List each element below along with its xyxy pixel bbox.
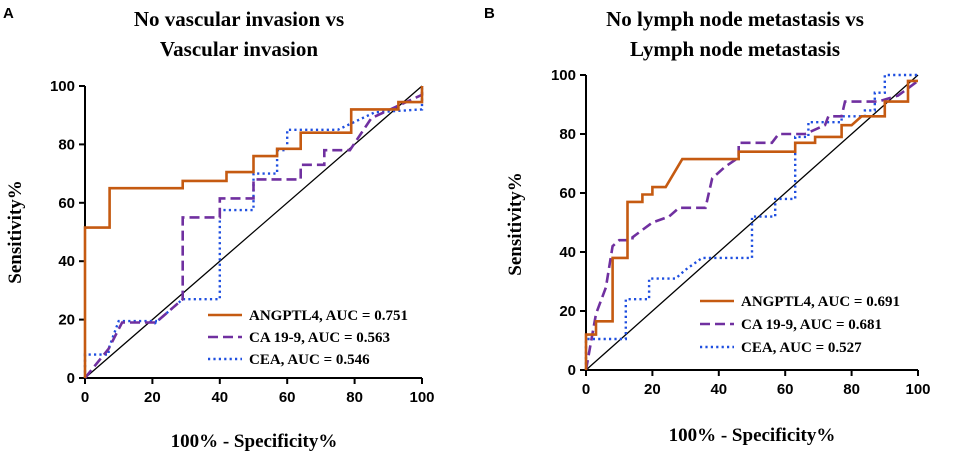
x-axis-label: 100% - Specificity% [669,425,836,446]
panel-letter-b: B [484,5,495,22]
legend-label-angptl4: ANGPTL4, AUC = 0.691 [741,294,900,310]
series-line-ca199 [83,86,424,379]
legend: ANGPTL4, AUC = 0.691 CA 19-9, AUC = 0.681… [700,294,900,356]
x-tick-label: 40 [211,389,228,406]
y-tick-label: 80 [58,136,75,153]
series-line-ca199 [584,79,919,371]
chart-title-line-2: Lymph node metastasis [630,37,840,61]
series-line-angptl4 [83,86,424,378]
x-tick-label: 40 [710,381,727,398]
y-tick-label: 0 [568,362,576,379]
panel-a: A No vascular invasion vs Vascular invas… [3,5,435,452]
chart-title-line-1: No lymph node metastasis vs [606,7,864,31]
legend-label-ca199: CA 19-9, AUC = 0.681 [741,317,882,333]
y-tick-label: 80 [559,126,576,143]
y-tick-label: 40 [58,253,75,270]
x-tick-label: 0 [582,381,590,398]
legend-label-cea: CEA, AUC = 0.527 [741,340,862,356]
y-tick-label: 60 [559,185,576,202]
x-tick-label: 0 [81,389,89,406]
reference-diagonal [585,74,919,371]
y-axis-label: Sensitivity% [505,172,526,275]
y-tick-label: 0 [67,370,75,387]
y-tick-label: 20 [58,312,75,329]
panel-b: B No lymph node metastasis vs Lymph node… [484,5,931,446]
chart-title-line-1: No vascular invasion vs [134,7,344,31]
x-tick-label: 20 [144,389,161,406]
legend-label-angptl4: ANGPTL4, AUC = 0.751 [249,308,408,324]
series-line-cea [584,73,918,370]
panel-letter-a: A [3,5,14,22]
legend-label-cea: CEA, AUC = 0.546 [249,352,370,368]
y-tick-label: 100 [50,78,75,95]
x-tick-label: 60 [777,381,794,398]
legend: ANGPTL4, AUC = 0.751 CA 19-9, AUC = 0.563… [208,308,408,368]
x-axis-label: 100% - Specificity% [171,431,338,452]
x-tick-label: 80 [843,381,860,398]
y-tick-label: 20 [559,303,576,320]
x-tick-label: 100 [409,389,434,406]
x-tick-label: 80 [346,389,363,406]
x-tick-label: 60 [279,389,296,406]
x-tick-label: 100 [905,381,930,398]
y-axis-label: Sensitivity% [5,180,26,283]
legend-label-ca199: CA 19-9, AUC = 0.563 [249,330,390,346]
y-tick-label: 60 [58,195,75,212]
y-tick-label: 40 [559,244,576,261]
series-line-angptl4 [584,79,918,370]
chart-title-line-2: Vascular invasion [160,37,318,61]
y-tick-label: 100 [551,67,576,84]
x-tick-label: 20 [644,381,661,398]
reference-diagonal [84,85,423,379]
